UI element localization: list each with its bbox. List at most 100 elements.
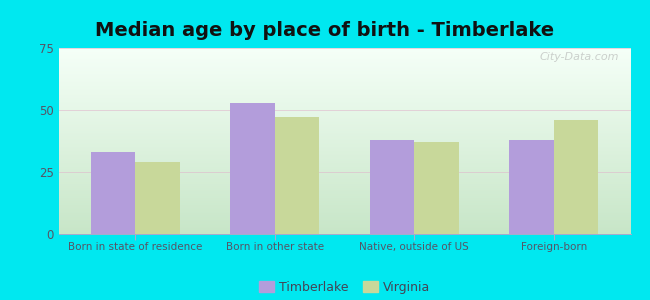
Bar (58, 56, 630, 57)
Bar (58, 91, 630, 92)
Bar (58, 224, 630, 225)
Bar (58, 82, 630, 83)
Bar (58, 88, 630, 89)
Bar (58, 193, 630, 194)
Bar (58, 153, 630, 154)
Bar (58, 60, 630, 61)
Bar (58, 205, 630, 206)
Bar (58, 145, 630, 146)
Bar (58, 118, 630, 119)
Bar (58, 131, 630, 132)
Bar (58, 129, 630, 130)
Bar (58, 53, 630, 54)
Bar (58, 85, 630, 86)
Bar (58, 207, 630, 208)
Bar (58, 195, 630, 196)
Bar (58, 123, 630, 124)
Bar (58, 175, 630, 176)
Bar (58, 179, 630, 180)
Bar (58, 92, 630, 93)
Bar (58, 100, 630, 101)
Bar (58, 57, 630, 58)
Bar (58, 222, 630, 223)
Bar (58, 54, 630, 55)
Bar (370, 140, 414, 234)
Bar (58, 76, 630, 77)
Bar (58, 158, 630, 159)
Bar (58, 226, 630, 227)
Bar (58, 127, 630, 128)
Bar (58, 197, 630, 198)
Bar (58, 121, 630, 122)
Bar (58, 221, 630, 222)
Bar (58, 216, 630, 217)
Bar (58, 109, 630, 110)
Bar (58, 143, 630, 144)
Bar (58, 209, 630, 210)
Bar (58, 178, 630, 179)
Bar (58, 140, 630, 141)
Bar (58, 206, 630, 207)
Bar (58, 172, 630, 173)
Bar (58, 51, 630, 52)
Bar (58, 210, 630, 211)
Bar (58, 116, 630, 117)
Bar (58, 233, 630, 234)
Bar (58, 89, 630, 90)
Bar (58, 52, 630, 53)
Bar (58, 150, 630, 151)
Bar (58, 69, 630, 70)
Bar (58, 176, 630, 177)
Text: Median age by place of birth - Timberlake: Median age by place of birth - Timberlak… (96, 21, 554, 40)
Bar (58, 187, 630, 188)
Bar (58, 128, 630, 129)
Bar (58, 84, 630, 85)
Bar (58, 124, 630, 125)
Bar (58, 138, 630, 139)
Bar (58, 65, 630, 66)
Legend: Timberlake, Virginia: Timberlake, Virginia (259, 281, 430, 294)
Bar (58, 132, 630, 133)
Bar (58, 133, 630, 134)
Bar (58, 126, 630, 127)
Bar (58, 59, 630, 60)
Bar (58, 136, 630, 137)
Bar (58, 215, 630, 216)
Bar (58, 211, 630, 212)
Bar (58, 161, 630, 162)
Bar (58, 152, 630, 153)
Bar (58, 202, 630, 203)
Bar (58, 167, 630, 168)
Bar (58, 78, 630, 79)
Bar (58, 164, 630, 165)
Bar (58, 104, 630, 105)
Bar (58, 141, 630, 142)
Bar (58, 66, 630, 67)
Bar (58, 79, 630, 80)
Bar (58, 149, 630, 150)
Bar (58, 160, 630, 161)
Bar (58, 142, 630, 143)
Bar (58, 75, 630, 76)
Bar (58, 99, 630, 100)
Bar (58, 204, 630, 205)
Bar (58, 68, 630, 69)
Bar (58, 217, 630, 218)
Bar (58, 159, 630, 160)
Bar (58, 120, 630, 121)
Bar (58, 137, 630, 138)
Bar (58, 73, 630, 74)
Bar (58, 157, 630, 158)
Bar (58, 61, 630, 62)
Bar (58, 107, 630, 108)
Bar (58, 213, 630, 214)
Bar (58, 139, 630, 140)
Bar (58, 227, 630, 228)
Bar (58, 232, 630, 233)
Bar (58, 214, 630, 215)
Bar (58, 82, 630, 83)
Bar (58, 229, 630, 230)
Bar (58, 169, 630, 170)
Bar (58, 64, 630, 65)
Bar (58, 200, 630, 202)
